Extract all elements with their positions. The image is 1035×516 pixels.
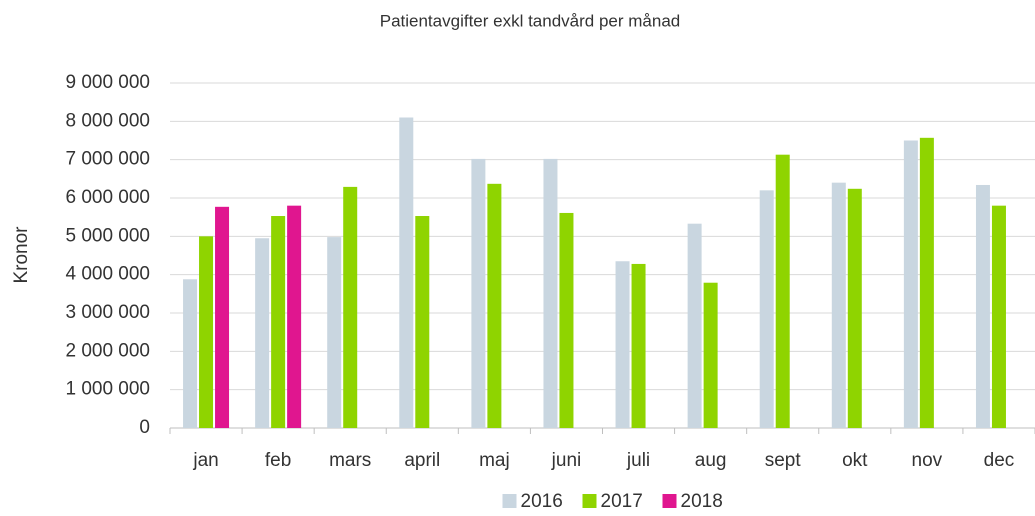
bar (543, 158, 558, 428)
x-tick-label: jan (192, 450, 218, 471)
bar (271, 216, 286, 428)
bar (399, 117, 414, 428)
x-tick-label: sept (765, 450, 802, 471)
y-tick-label: 4 000 000 (65, 264, 150, 285)
bar (215, 206, 230, 428)
y-tick-label: 3 000 000 (65, 302, 150, 323)
bar (991, 205, 1006, 428)
x-tick-label: okt (842, 450, 868, 471)
bar (903, 140, 918, 428)
y-axis-label: Kronor (11, 226, 32, 284)
x-tick-label: aug (695, 450, 727, 471)
legend-swatch (502, 494, 517, 508)
chart-title: Patientavgifter exkl tandvård per månad (380, 11, 681, 30)
x-tick-label: maj (479, 450, 510, 471)
bar (415, 216, 430, 428)
bar (687, 223, 702, 428)
x-tick-label: dec (984, 450, 1015, 471)
y-tick-label: 8 000 000 (65, 110, 150, 131)
legend-label: 2018 (681, 491, 723, 512)
x-tick-label: juli (626, 450, 650, 471)
bar (559, 212, 574, 428)
bar (975, 184, 990, 428)
bar (615, 261, 630, 428)
x-tick-label: nov (912, 450, 943, 471)
y-tick-label: 2 000 000 (65, 340, 150, 361)
bar (703, 282, 718, 428)
bar (255, 238, 270, 428)
bar (471, 158, 486, 428)
bar (327, 237, 342, 428)
bar (199, 236, 214, 428)
x-tick-label: mars (329, 450, 371, 471)
x-tick-label: feb (265, 450, 291, 471)
legend-label: 2016 (521, 491, 563, 512)
bar (343, 186, 358, 428)
legend-label: 2017 (601, 491, 643, 512)
y-tick-label: 6 000 000 (65, 187, 150, 208)
bar (847, 188, 862, 428)
bar (631, 263, 646, 428)
bar (919, 137, 934, 429)
bar (759, 190, 774, 428)
bar (487, 183, 502, 428)
x-tick-label: juni (551, 450, 582, 471)
legend-swatch (582, 494, 597, 508)
y-tick-label: 5 000 000 (65, 225, 150, 246)
y-tick-label: 1 000 000 (65, 379, 150, 400)
y-tick-label: 0 (139, 417, 150, 438)
y-tick-label: 9 000 000 (65, 72, 150, 93)
bar (775, 154, 790, 428)
bar (287, 205, 302, 428)
y-tick-label: 7 000 000 (65, 149, 150, 170)
x-tick-label: april (404, 450, 440, 471)
bar (831, 182, 846, 428)
legend-swatch (662, 494, 677, 508)
bar (183, 279, 198, 428)
